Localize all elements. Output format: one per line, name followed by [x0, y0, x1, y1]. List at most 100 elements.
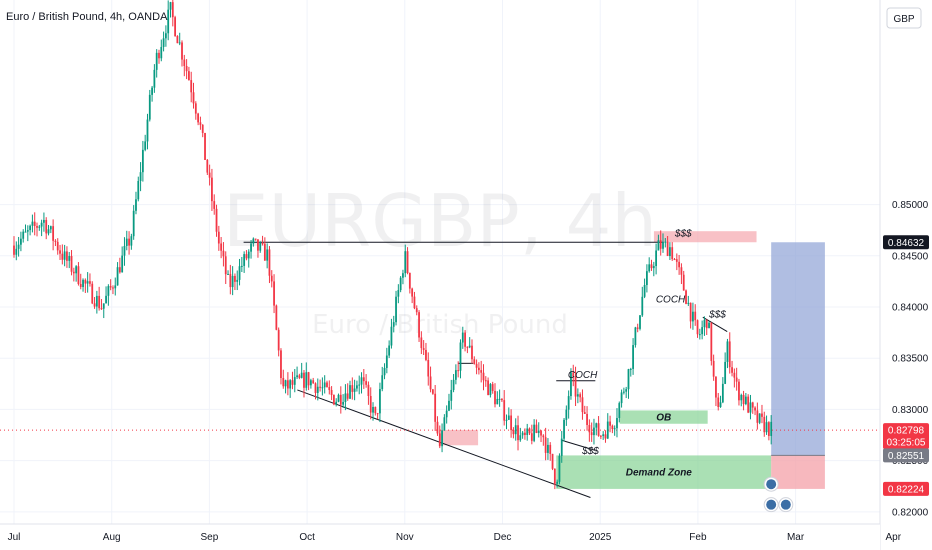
candle-body	[461, 332, 464, 343]
candle-body	[758, 413, 761, 423]
price-label: 0.82224	[883, 481, 929, 496]
currency-button[interactable]	[886, 7, 922, 29]
candle-body	[93, 303, 96, 307]
candle-body	[70, 256, 73, 272]
candle-body	[257, 239, 259, 251]
candle-body	[588, 425, 591, 433]
candle-body	[408, 272, 411, 289]
candle-body	[547, 444, 549, 453]
candle-body	[650, 264, 653, 269]
candle-body	[151, 87, 153, 95]
candle-body	[767, 422, 770, 436]
price-axis[interactable]: GBP 0.85000 0.84500 0.84000 0.83500 0.83000 0…	[879, 0, 932, 550]
candle-body	[178, 42, 181, 44]
candle-body	[742, 394, 745, 405]
candle-body	[395, 296, 397, 323]
candle-body	[420, 337, 423, 349]
candle-body	[524, 432, 526, 436]
candle-body	[266, 249, 269, 261]
candle-body	[574, 376, 577, 397]
candle-body	[376, 413, 379, 415]
candle-body	[576, 394, 579, 397]
candle-body	[392, 322, 395, 327]
candle-body	[137, 180, 140, 200]
price-label-text: 0.84632	[888, 238, 925, 249]
candle-body	[15, 248, 18, 255]
candle-body	[105, 295, 107, 304]
candle-body	[754, 407, 756, 411]
candle-body	[434, 393, 437, 422]
candle-body	[715, 376, 717, 398]
candle-body	[558, 455, 561, 482]
time-tick-label: Dec	[494, 532, 512, 543]
candle-body	[570, 372, 572, 397]
long-position[interactable]	[771, 242, 825, 489]
event-marker-3[interactable]	[778, 497, 794, 513]
candle-body	[109, 286, 112, 288]
event-markers[interactable]	[763, 476, 794, 513]
price-label-box	[883, 235, 929, 250]
candle-body	[132, 210, 135, 237]
globe-icon	[780, 499, 791, 510]
candle-body	[669, 247, 671, 257]
candle-body	[68, 256, 71, 261]
candle-body	[765, 422, 768, 433]
candle-body	[616, 418, 618, 429]
time-axis[interactable]: Jul Aug Sep Oct Nov Dec 2025 Feb Mar Apr	[0, 523, 902, 550]
candle-body	[593, 427, 595, 436]
candle-body	[268, 249, 271, 276]
candle-body	[204, 132, 206, 160]
candle-body	[406, 251, 409, 273]
candle-body	[312, 380, 315, 384]
currency-label[interactable]: GBP	[893, 14, 914, 25]
candle-body	[411, 288, 414, 297]
candle-body	[671, 247, 674, 260]
candle-body	[459, 342, 462, 371]
chart-title: Euro / British Pound, 4h, OANDA	[6, 11, 168, 23]
candle-body	[227, 273, 229, 275]
candle-body	[454, 370, 457, 380]
candle-body	[335, 401, 338, 405]
candle-body	[738, 381, 740, 401]
candle-body	[321, 387, 324, 389]
candle-body	[422, 348, 425, 350]
candle-body	[72, 271, 75, 274]
candle-body	[457, 370, 460, 372]
candle-body	[22, 231, 25, 239]
candle-body	[358, 384, 361, 386]
candle-body	[245, 254, 248, 259]
candle-body	[114, 285, 117, 289]
candle-body	[388, 345, 391, 356]
candle-body	[353, 388, 356, 392]
candle-body	[450, 389, 453, 401]
price-label-box	[883, 448, 929, 463]
candle-body	[728, 341, 731, 368]
candle-body	[494, 390, 496, 405]
candle-body	[625, 389, 628, 392]
candle-body	[174, 17, 177, 37]
candle-body	[749, 402, 752, 413]
event-marker-1[interactable]	[763, 476, 779, 492]
candle-body	[153, 69, 156, 88]
candle-body	[305, 372, 308, 388]
candle-body	[761, 413, 763, 417]
candle-body	[144, 141, 147, 150]
price-tick-label: 0.84500	[892, 251, 929, 262]
candle-body	[740, 394, 743, 401]
zone-nov-box	[438, 429, 479, 446]
candle-body	[751, 402, 754, 408]
candle-body	[167, 9, 170, 34]
support-trendline	[297, 389, 591, 498]
candle-body	[597, 423, 600, 436]
candle-body	[705, 319, 708, 329]
candle-body	[38, 226, 41, 228]
event-marker-2[interactable]	[763, 497, 779, 513]
price-label-box	[883, 423, 929, 450]
candle-body	[77, 266, 80, 284]
candle-body	[40, 222, 43, 227]
candle-body	[692, 311, 694, 322]
candle-body	[222, 250, 225, 257]
candle-body	[590, 432, 593, 436]
candle-body	[171, 2, 174, 18]
